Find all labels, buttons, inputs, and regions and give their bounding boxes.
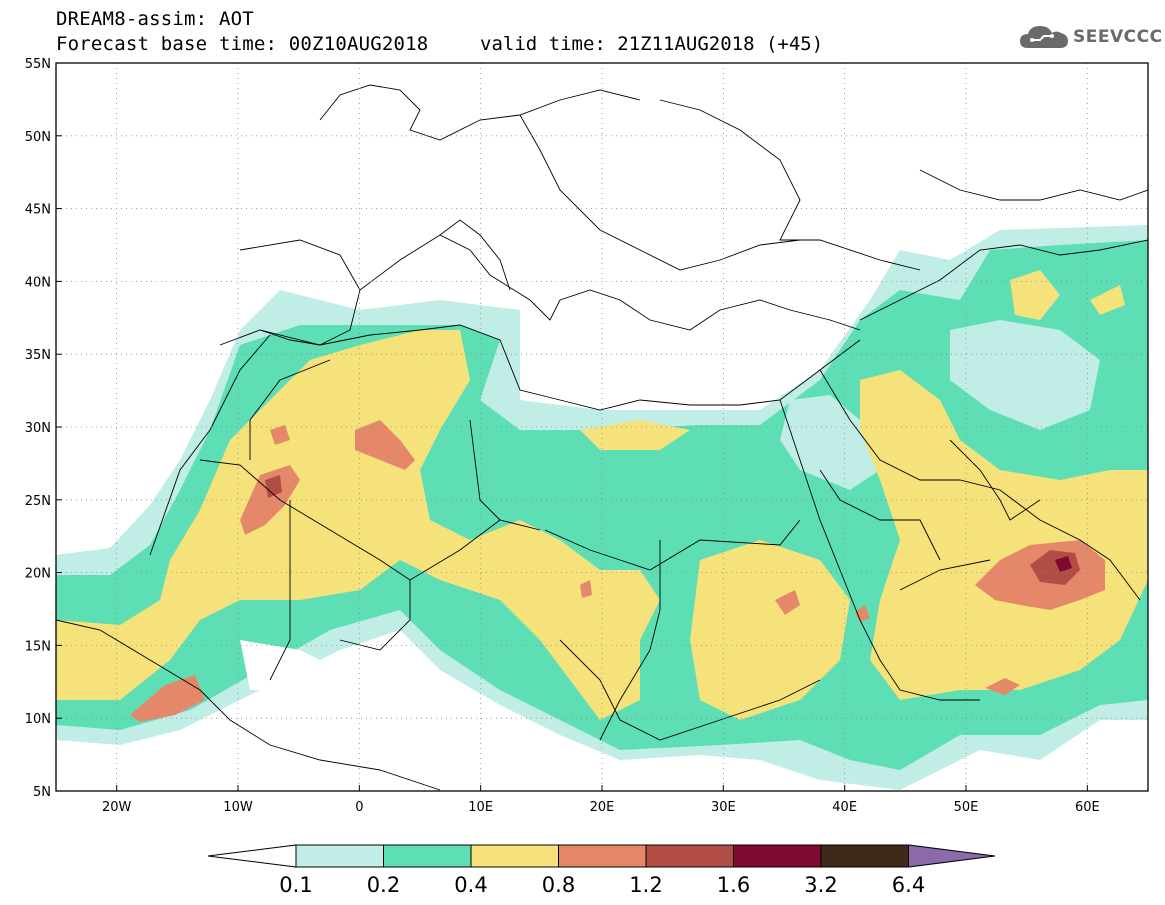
colorbar-under-arrow <box>207 844 297 868</box>
latitude-labels: 55N 50N 45N 40N 35N 30N 25N 20N 15N 10N 5N <box>25 57 51 800</box>
lat-tick-label: 35N <box>25 348 51 363</box>
coastlines-and-borders <box>56 84 1148 791</box>
axis-ticks <box>56 62 1088 792</box>
lon-tick-label: 10W <box>223 800 253 815</box>
colorbar-segment <box>558 844 647 868</box>
colorbar-labels: 0.1 0.2 0.4 0.8 1.2 1.6 3.2 6.4 <box>279 873 925 897</box>
lat-tick-label: 5N <box>33 785 51 800</box>
lon-tick-label: 30E <box>711 800 736 815</box>
lon-tick-label: 20E <box>590 800 615 815</box>
lon-tick-label: 20W <box>102 800 132 815</box>
logo-text: SEEVCCC <box>1073 27 1163 47</box>
lat-tick-label: 15N <box>25 639 51 654</box>
colorbar-label: 3.2 <box>804 873 837 897</box>
colorbar-segment <box>470 844 559 868</box>
lat-tick-label: 40N <box>25 275 51 290</box>
lat-tick-label: 55N <box>25 57 51 72</box>
lon-tick-label: 40E <box>832 800 857 815</box>
aot-band-0.4 <box>56 330 660 720</box>
lat-tick-label: 50N <box>25 130 51 145</box>
lon-tick-label: 0 <box>355 800 363 815</box>
lat-tick-label: 25N <box>25 494 51 509</box>
aot-band-1.6 <box>1055 556 1072 572</box>
colorbar-label: 1.6 <box>717 873 750 897</box>
lat-tick-label: 30N <box>25 421 51 436</box>
colorbar-label: 0.4 <box>454 873 487 897</box>
seevccc-logo: SEEVCCC <box>1018 22 1163 52</box>
cloud-icon <box>1020 26 1068 48</box>
lon-tick-label: 10E <box>468 800 493 815</box>
colorbar <box>207 844 996 868</box>
lon-tick-label: 50E <box>954 800 979 815</box>
longitude-labels: 20W 10W 0 10E 20E 30E 40E 50E 60E <box>102 800 1100 815</box>
colorbar-label: 0.1 <box>279 873 312 897</box>
aot-band-0.8 <box>355 420 415 470</box>
lat-tick-label: 20N <box>25 567 51 582</box>
lat-tick-label: 45N <box>25 203 51 218</box>
colorbar-label: 1.2 <box>629 873 662 897</box>
lat-tick-label: 10N <box>25 712 51 727</box>
aot-field <box>56 63 1148 791</box>
colorbar-segment <box>733 844 822 868</box>
colorbar-segment <box>645 844 734 868</box>
graticule <box>56 63 1148 791</box>
colorbar-label: 0.2 <box>367 873 400 897</box>
colorbar-label: 0.8 <box>542 873 575 897</box>
map-title: DREAM8-assim: AOT <box>56 8 254 30</box>
lon-tick-label: 60E <box>1075 800 1100 815</box>
colorbar-segment <box>820 844 909 868</box>
colorbar-segment <box>295 844 384 868</box>
valid-time: valid time: 21Z11AUG2018 (+45) <box>480 33 824 55</box>
colorbar-over-arrow <box>908 844 996 868</box>
colorbar-segment <box>383 844 472 868</box>
forecast-base-time: Forecast base time: 00Z10AUG2018 <box>56 33 429 55</box>
colorbar-label: 6.4 <box>892 873 925 897</box>
